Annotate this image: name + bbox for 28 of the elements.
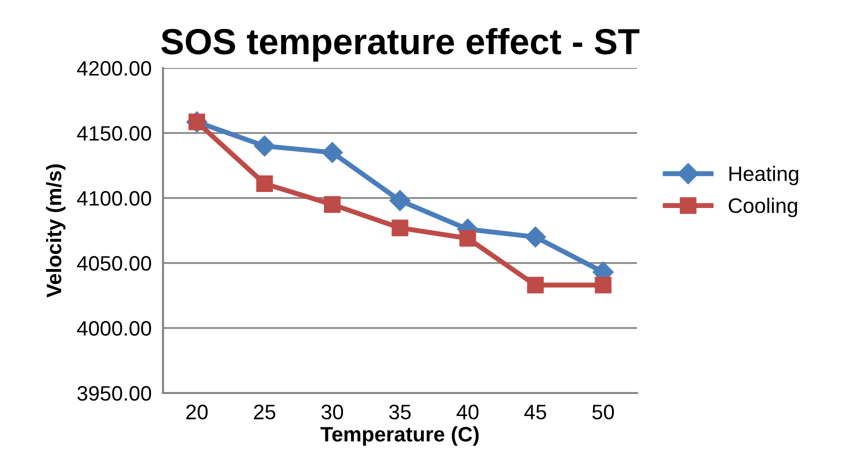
legend-label: Heating (729, 166, 798, 186)
x-tick-label: 35 (389, 404, 411, 420)
x-tick-label: 50 (592, 404, 614, 420)
x-tick-label: 25 (254, 404, 276, 420)
point (324, 196, 341, 213)
point (527, 276, 544, 294)
x-tick-label: 20 (186, 404, 208, 420)
y-tick-label: 4100.00 (77, 191, 152, 206)
point (459, 230, 476, 247)
x-tick-label: 45 (524, 404, 546, 420)
y-axis-title: Velocity (m/s) (46, 164, 66, 298)
y-tick-label: 4200.00 (77, 61, 152, 76)
x-tick-label: 30 (321, 404, 344, 420)
x-axis-title: Temperature (C) (320, 426, 479, 446)
y-tick-label: 3950.00 (77, 386, 152, 401)
point (594, 276, 612, 294)
chart-title: SOS temperature effect - ST (161, 28, 640, 62)
point (524, 226, 546, 248)
y-tick-label: 4050.00 (77, 256, 152, 271)
legend-label: Cooling (728, 198, 798, 218)
point (254, 135, 276, 157)
y-tick-label: 4000.00 (77, 321, 152, 336)
x-tick-label: 40 (456, 404, 478, 420)
point (392, 220, 408, 236)
point (389, 190, 411, 212)
point (256, 175, 273, 192)
point (322, 142, 343, 164)
y-tick-label: 4150.00 (77, 126, 152, 141)
